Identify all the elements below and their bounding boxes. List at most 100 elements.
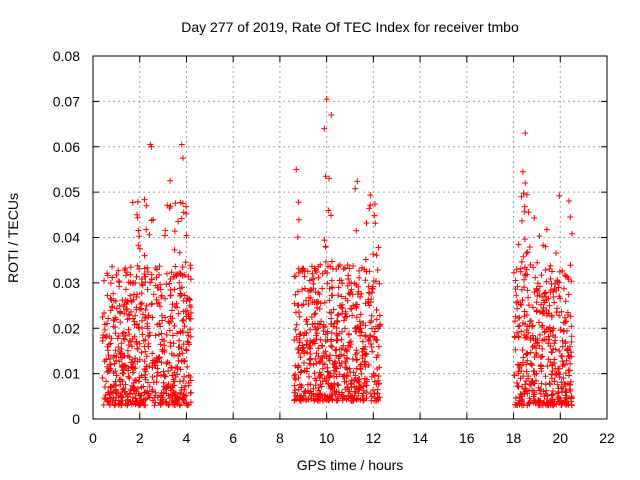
data-point	[362, 333, 369, 340]
data-point	[521, 331, 528, 338]
data-point	[547, 262, 554, 269]
data-point	[344, 384, 351, 391]
data-point	[519, 168, 526, 175]
data-point	[300, 344, 307, 351]
data-point	[177, 366, 184, 373]
data-point	[316, 384, 323, 391]
data-point	[368, 296, 375, 303]
data-point	[110, 382, 117, 389]
data-point	[556, 373, 563, 380]
data-point	[312, 382, 319, 389]
data-point	[326, 285, 333, 292]
data-point	[104, 363, 111, 370]
data-point	[376, 323, 383, 330]
data-point	[536, 387, 543, 394]
data-point	[145, 312, 152, 319]
data-point	[352, 372, 359, 379]
data-point	[518, 362, 525, 369]
data-point	[549, 361, 556, 368]
data-point	[169, 364, 176, 371]
data-point	[535, 319, 542, 326]
data-point	[104, 368, 111, 375]
x-tick-label: 22	[599, 430, 615, 446]
data-point	[375, 381, 382, 388]
data-point	[181, 292, 188, 299]
data-point	[517, 301, 524, 308]
data-point	[520, 276, 527, 283]
data-point	[515, 400, 522, 407]
data-point	[171, 323, 178, 330]
data-point	[359, 392, 366, 399]
data-point	[160, 379, 167, 386]
data-point	[107, 340, 114, 347]
data-point	[353, 227, 360, 234]
data-point	[526, 243, 533, 250]
data-point	[518, 217, 525, 224]
data-point	[526, 395, 533, 402]
data-point	[332, 391, 339, 398]
data-point	[148, 301, 155, 308]
data-point	[534, 339, 541, 346]
data-point	[568, 323, 575, 330]
data-point	[136, 325, 143, 332]
data-point	[515, 241, 522, 248]
data-point	[146, 383, 153, 390]
data-point	[167, 177, 174, 184]
data-point	[107, 280, 114, 287]
data-point	[104, 270, 111, 277]
data-point	[312, 289, 319, 296]
data-point	[99, 313, 106, 320]
data-point	[523, 249, 530, 256]
data-point	[537, 309, 544, 316]
data-point	[119, 389, 126, 396]
data-point	[375, 373, 382, 380]
data-point	[547, 343, 554, 350]
data-point	[153, 266, 160, 273]
data-point	[109, 390, 116, 397]
data-point	[367, 319, 374, 326]
data-point	[523, 368, 530, 375]
data-point	[328, 336, 335, 343]
data-point	[117, 381, 124, 388]
data-point	[357, 311, 364, 318]
data-point	[523, 191, 530, 198]
data-point	[167, 292, 174, 299]
data-point	[119, 362, 126, 369]
data-point	[178, 291, 185, 298]
data-point	[375, 394, 382, 401]
data-point	[305, 373, 312, 380]
data-point	[309, 276, 316, 283]
data-point	[523, 361, 530, 368]
data-point	[149, 360, 156, 366]
data-point	[317, 371, 324, 378]
data-point	[291, 389, 298, 396]
data-point	[295, 386, 302, 393]
data-point	[106, 333, 113, 340]
data-point	[354, 178, 361, 185]
data-point	[168, 269, 175, 276]
data-point	[187, 296, 194, 303]
data-point	[345, 290, 352, 297]
data-point	[369, 285, 376, 292]
data-point	[164, 202, 171, 209]
data-point	[154, 300, 161, 307]
data-point	[303, 316, 310, 323]
data-point	[295, 302, 302, 309]
data-point	[558, 308, 565, 315]
data-point	[180, 396, 187, 403]
data-point	[558, 379, 565, 386]
data-point	[527, 349, 534, 356]
data-point	[362, 350, 369, 357]
data-point	[115, 277, 122, 284]
data-point	[349, 356, 356, 363]
data-point	[533, 308, 540, 315]
data-point	[555, 284, 562, 291]
data-point	[176, 351, 183, 358]
data-point	[134, 262, 141, 269]
data-point	[301, 359, 308, 366]
y-axis-label: ROTI / TECUs	[5, 193, 21, 283]
data-point	[138, 349, 145, 356]
data-point	[143, 202, 150, 209]
data-point	[549, 327, 556, 334]
data-point	[142, 336, 149, 343]
